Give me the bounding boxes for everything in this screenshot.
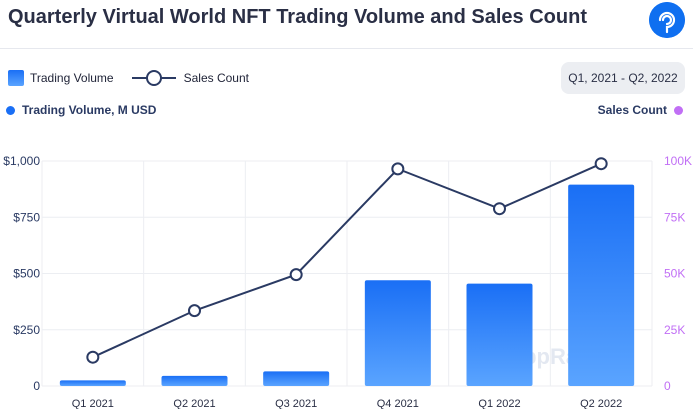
page-title: Quarterly Virtual World NFT Trading Volu… (8, 6, 587, 28)
y2-tick-label: 50K (664, 267, 685, 281)
x-tick-label: Q4 2021 (377, 398, 419, 409)
bar (466, 283, 533, 386)
sales-count-line (92, 162, 602, 359)
sales-count-point (188, 304, 201, 318)
legend-bar-swatch (8, 70, 24, 86)
bar (161, 375, 228, 386)
date-range-selector[interactable]: Q1, 2021 - Q2, 2022 (561, 62, 685, 94)
left-axis-title: Trading Volume, M USD (6, 103, 156, 117)
sales-count-point (86, 350, 100, 364)
x-tick-label: Q2 2022 (580, 398, 622, 409)
y-tick-label: $500 (13, 267, 40, 281)
dappradar-logo-icon[interactable] (649, 2, 685, 38)
left-axis-title-text: Trading Volume, M USD (22, 103, 157, 117)
x-tick-label: Q1 2022 (478, 398, 520, 409)
chart-legend: Trading Volume Sales Count (8, 68, 249, 88)
legend-line-label: Sales Count (183, 71, 249, 85)
y-tick-label: $1,000 (3, 154, 40, 168)
bar (364, 280, 431, 386)
legend-bar-label: Trading Volume (30, 71, 114, 85)
sales-count-point (594, 157, 608, 171)
sales-count-point (391, 162, 405, 176)
chart-area: 0$250$500$750$1,000025K50K75K100KDappRad… (3, 154, 692, 409)
sales-count-point (289, 268, 303, 282)
header-divider (0, 48, 693, 49)
y-tick-label: 0 (33, 379, 40, 393)
x-tick-label: Q1 2021 (72, 398, 114, 409)
bar (59, 380, 126, 386)
right-axis-dot-icon (674, 105, 683, 115)
x-tick-label: Q2 2021 (173, 398, 215, 409)
bar (263, 371, 330, 386)
y-tick-label: $250 (13, 323, 40, 337)
y2-tick-label: 25K (664, 323, 685, 337)
y-tick-label: $750 (13, 210, 40, 224)
sales-count-point (493, 202, 506, 216)
y2-tick-label: 75K (664, 210, 685, 224)
bar (568, 184, 635, 386)
y2-tick-label: 100K (664, 154, 692, 168)
y2-tick-label: 0 (664, 379, 671, 393)
right-axis-title-text: Sales Count (597, 103, 667, 117)
left-axis-dot-icon (6, 105, 15, 115)
right-axis-title: Sales Count (598, 103, 683, 117)
legend-line-swatch (131, 70, 176, 86)
x-tick-label: Q3 2021 (275, 398, 317, 409)
